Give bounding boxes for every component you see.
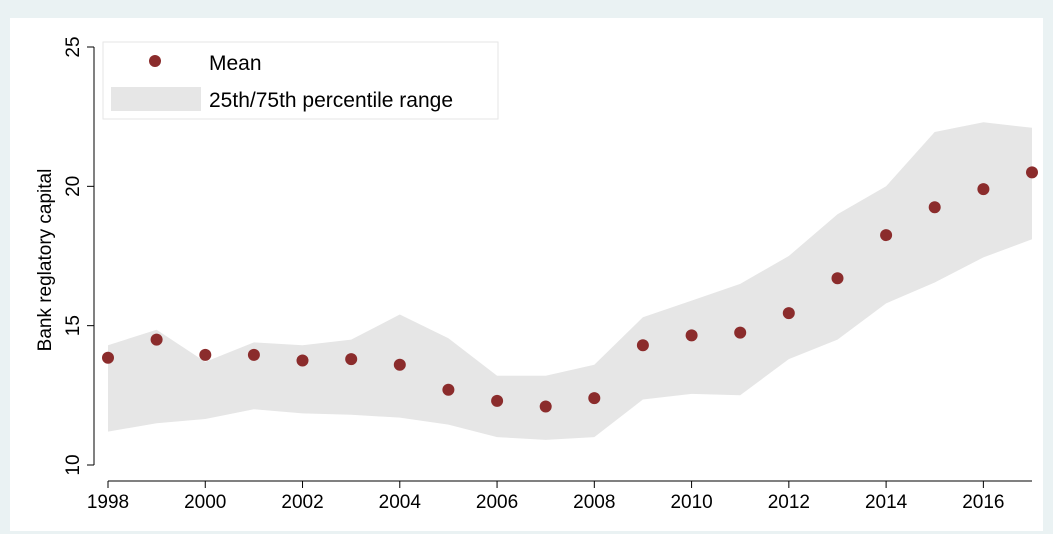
percentile-band (108, 122, 1032, 440)
mean-point-1999 (150, 333, 163, 346)
legend-mean-marker (149, 55, 161, 67)
mean-point-2008 (588, 392, 601, 405)
y-axis-title: Bank reglatory capital (35, 169, 56, 352)
mean-point-1998 (102, 351, 114, 364)
y-tick-label-15: 15 (63, 315, 84, 336)
mean-point-2007 (539, 400, 552, 413)
x-tick-label-2016: 2016 (962, 492, 1004, 513)
y-tick-label-25: 25 (63, 36, 84, 57)
legend-mean-label: Mean (209, 52, 262, 75)
x-tick-label-2006: 2006 (476, 492, 518, 513)
mean-point-2012 (782, 307, 795, 320)
mean-point-2014 (880, 229, 893, 242)
x-tick-label-2000: 2000 (184, 492, 226, 513)
mean-point-2013 (831, 272, 844, 285)
y-tick-label-20: 20 (63, 176, 84, 197)
x-tick-label-2012: 2012 (768, 492, 810, 513)
mean-point-2004 (393, 358, 406, 371)
x-tick-label-2004: 2004 (379, 492, 422, 513)
legend-band-swatch (111, 87, 201, 111)
x-tick-label-2010: 2010 (670, 492, 712, 513)
mean-point-2016 (977, 183, 990, 196)
mean-point-2015 (928, 201, 941, 214)
y-tick-label-10: 10 (63, 454, 84, 475)
mean-point-2011 (734, 326, 747, 339)
mean-point-2017 (1026, 166, 1038, 179)
legend-band-label: 25th/75th percentile range (209, 89, 453, 112)
x-tick-label-2014: 2014 (865, 492, 908, 513)
x-tick-label-2002: 2002 (281, 492, 323, 513)
mean-point-2005 (442, 383, 455, 396)
mean-point-2000 (199, 348, 212, 361)
x-tick-label-1998: 1998 (87, 492, 129, 513)
mean-point-2003 (345, 353, 358, 366)
mean-point-2009 (636, 339, 649, 352)
legend: Mean 25th/75th percentile range (102, 41, 499, 120)
mean-point-2001 (247, 348, 260, 361)
mean-point-2006 (491, 394, 504, 407)
mean-point-2010 (685, 329, 698, 342)
x-tick-label-2008: 2008 (573, 492, 615, 513)
mean-point-2002 (296, 354, 309, 367)
